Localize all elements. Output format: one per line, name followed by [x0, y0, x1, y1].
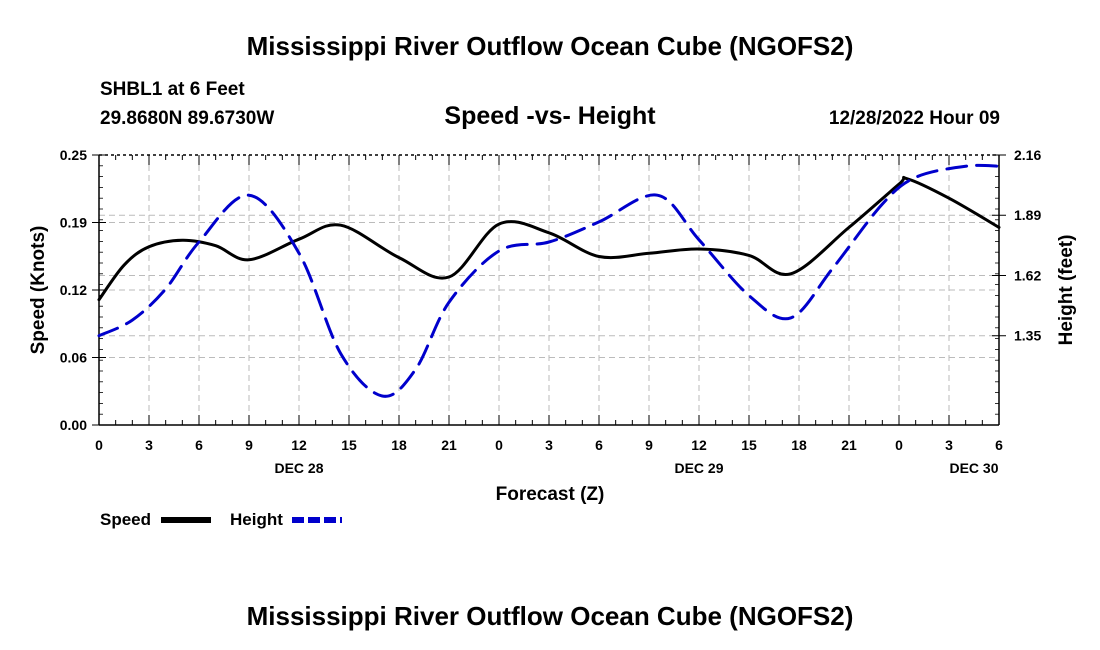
series-line-speed	[97, 175, 1001, 302]
x-tick-label: 9	[245, 437, 253, 453]
series-line-height	[97, 163, 1001, 398]
tick-marks	[92, 154, 1006, 426]
y-tick-label-right: 1.89	[1014, 207, 1041, 223]
x-tick-label: 12	[691, 437, 707, 453]
chart-title: Speed -vs- Height	[444, 102, 656, 130]
x-tick-label: 0	[95, 437, 103, 453]
x-tick-label: 21	[841, 437, 857, 453]
y-tick-label-right: 1.35	[1014, 328, 1041, 344]
x-date-label: DEC 28	[274, 460, 323, 476]
x-tick-label: 3	[145, 437, 153, 453]
y-axis-label-left: Speed (Knots)	[28, 226, 49, 355]
y-tick-label-left: 0.19	[60, 215, 87, 231]
y-tick-label-right: 2.16	[1014, 147, 1041, 163]
x-tick-label: 3	[945, 437, 953, 453]
x-tick-label: 0	[495, 437, 503, 453]
x-tick-label: 12	[291, 437, 307, 453]
station-label: SHBL1 at 6 Feet	[100, 79, 245, 100]
station-coords: 29.8680N 89.6730W	[100, 108, 274, 129]
page-title-repeat: Mississippi River Outflow Ocean Cube (NG…	[247, 601, 854, 631]
x-tick-label: 6	[595, 437, 603, 453]
x-tick-label: 3	[545, 437, 553, 453]
x-tick-label: 0	[895, 437, 903, 453]
data-series	[97, 163, 1001, 398]
x-tick-label: 15	[341, 437, 357, 453]
x-tick-label: 18	[391, 437, 407, 453]
y-tick-label-left: 0.06	[60, 350, 87, 366]
legend-label-height: Height	[230, 510, 283, 529]
y-tick-label-left: 0.25	[60, 147, 87, 163]
x-date-label: DEC 30	[949, 460, 998, 476]
y-tick-label-left: 0.12	[60, 282, 87, 298]
x-tick-label: 18	[791, 437, 807, 453]
grid-lines	[99, 155, 999, 425]
tick-labels: 0 3 6 9 12 15 18 21 0 3 6 9 12 15 18 21 0 3 6 DEC 28 DEC 29 D…	[60, 147, 1042, 476]
x-tick-label: 21	[441, 437, 457, 453]
x-tick-label: 9	[645, 437, 653, 453]
legend: Speed Height	[100, 510, 342, 529]
y-tick-label-right: 1.62	[1014, 267, 1041, 283]
y-axis-label-right: Height (feet)	[1056, 235, 1077, 346]
legend-label-speed: Speed	[100, 510, 151, 529]
page-title: Mississippi River Outflow Ocean Cube (NG…	[247, 31, 854, 61]
x-axis-label: Forecast (Z)	[496, 484, 605, 505]
y-tick-label-left: 0.00	[60, 417, 87, 433]
x-date-label: DEC 29	[674, 460, 723, 476]
x-tick-label: 15	[741, 437, 757, 453]
x-tick-label: 6	[195, 437, 203, 453]
x-tick-label: 6	[995, 437, 1003, 453]
forecast-datetime: 12/28/2022 Hour 09	[829, 108, 1000, 129]
